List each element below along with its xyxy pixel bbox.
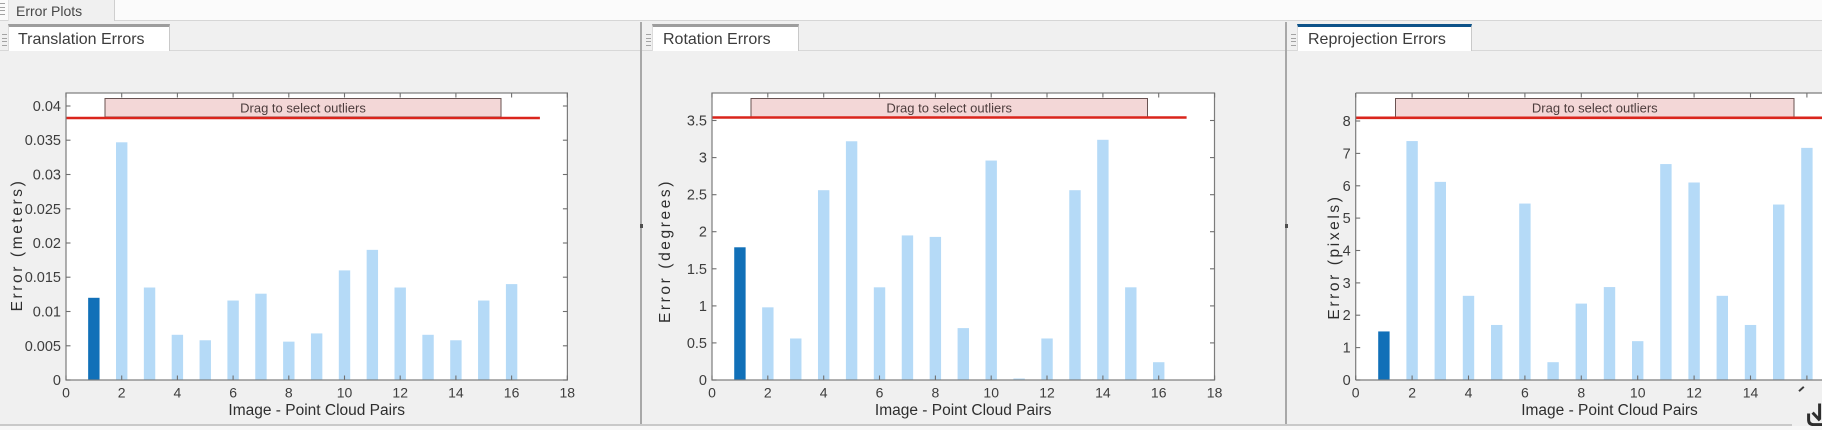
svg-text:0.03: 0.03: [33, 168, 61, 184]
svg-text:4: 4: [820, 385, 828, 401]
svg-text:0.035: 0.035: [25, 133, 61, 149]
svg-text:6: 6: [229, 385, 237, 401]
svg-text:14: 14: [1743, 385, 1759, 401]
svg-text:1.5: 1.5: [687, 262, 707, 278]
svg-text:6: 6: [1343, 179, 1351, 195]
svg-text:0.01: 0.01: [33, 305, 61, 321]
svg-text:4: 4: [1465, 385, 1473, 401]
svg-text:1: 1: [1343, 341, 1351, 357]
svg-text:6: 6: [1521, 385, 1529, 401]
svg-text:0: 0: [1343, 373, 1351, 389]
svg-text:0.015: 0.015: [25, 270, 61, 286]
svg-text:Error (meters): Error (meters): [9, 179, 26, 312]
svg-text:2: 2: [699, 225, 707, 241]
svg-text:4: 4: [1343, 244, 1351, 260]
svg-text:0.04: 0.04: [33, 99, 61, 115]
svg-text:3: 3: [1343, 276, 1351, 292]
svg-text:Drag to select outliers: Drag to select outliers: [886, 101, 1012, 116]
svg-text:10: 10: [983, 385, 999, 401]
svg-text:6: 6: [876, 385, 884, 401]
svg-text:0: 0: [699, 373, 707, 389]
svg-text:14: 14: [1095, 385, 1111, 401]
svg-text:8: 8: [932, 385, 940, 401]
svg-text:18: 18: [560, 385, 576, 401]
svg-text:Error (degrees): Error (degrees): [657, 179, 674, 323]
svg-text:5: 5: [1343, 211, 1351, 227]
svg-text:7: 7: [1343, 146, 1351, 162]
svg-text:Error (pixels): Error (pixels): [1326, 194, 1343, 319]
svg-text:10: 10: [1630, 385, 1646, 401]
svg-text:Image - Point Cloud Pairs: Image - Point Cloud Pairs: [875, 402, 1052, 419]
svg-text:0.025: 0.025: [25, 202, 61, 218]
svg-text:12: 12: [392, 385, 408, 401]
svg-text:3.5: 3.5: [687, 114, 707, 130]
svg-text:0.005: 0.005: [25, 339, 61, 355]
svg-text:Image - Point Cloud Pairs: Image - Point Cloud Pairs: [1521, 402, 1698, 419]
svg-text:0: 0: [1352, 385, 1360, 401]
svg-text:8: 8: [1343, 114, 1351, 130]
svg-text:0: 0: [62, 385, 70, 401]
svg-text:12: 12: [1686, 385, 1702, 401]
svg-text:0: 0: [53, 373, 61, 389]
svg-text:16: 16: [1151, 385, 1167, 401]
svg-text:0.02: 0.02: [33, 236, 61, 252]
svg-text:0: 0: [708, 385, 716, 401]
svg-text:Drag to select outliers: Drag to select outliers: [1532, 101, 1658, 116]
svg-text:Image - Point Cloud Pairs: Image - Point Cloud Pairs: [228, 402, 405, 419]
svg-text:4: 4: [174, 385, 182, 401]
svg-text:2: 2: [1343, 308, 1351, 324]
svg-text:1: 1: [699, 299, 707, 315]
svg-text:10: 10: [337, 385, 353, 401]
svg-text:0.5: 0.5: [687, 336, 707, 352]
svg-text:16: 16: [504, 385, 520, 401]
svg-text:12: 12: [1039, 385, 1055, 401]
svg-text:14: 14: [448, 385, 464, 401]
svg-text:8: 8: [285, 385, 293, 401]
svg-text:2: 2: [118, 385, 126, 401]
svg-text:Drag to select outliers: Drag to select outliers: [240, 101, 366, 116]
svg-text:8: 8: [1577, 385, 1585, 401]
svg-text:18: 18: [1207, 385, 1223, 401]
svg-text:3: 3: [699, 151, 707, 167]
svg-text:2: 2: [764, 385, 772, 401]
svg-text:2.5: 2.5: [687, 188, 707, 204]
svg-text:2: 2: [1408, 385, 1416, 401]
